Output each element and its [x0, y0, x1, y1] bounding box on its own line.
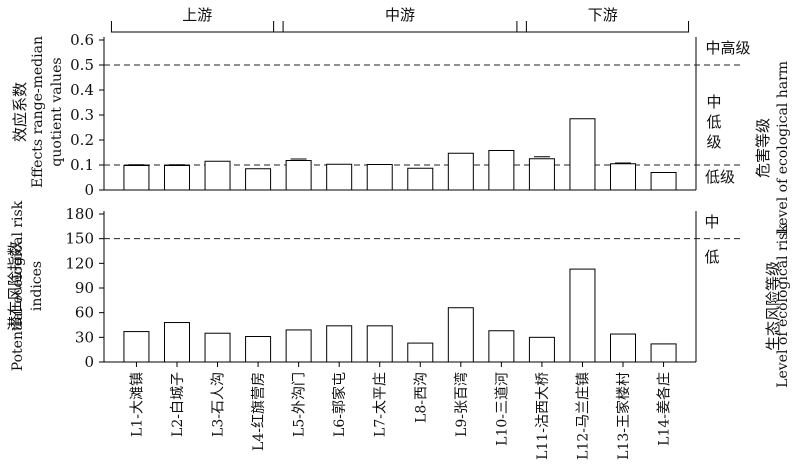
bottom-bar: [326, 325, 353, 363]
top-bar: [610, 163, 637, 191]
bottom-bar: [447, 307, 474, 363]
reach-bracket: [516, 21, 690, 33]
level-label-mid-low: 级: [706, 133, 721, 151]
bottom-bar: [650, 343, 677, 363]
top-bar: [488, 150, 515, 191]
top-bar: [366, 164, 393, 191]
bottom-y-tick-label: 180: [65, 205, 94, 223]
top-y-tick-label: 0.4: [70, 81, 94, 99]
top-bar: [245, 168, 272, 191]
bottom-ylabel-en-line1: Potential ecological risk: [10, 200, 26, 372]
reach-label: 上游: [182, 6, 212, 24]
level-label-mid-low: 低: [706, 113, 721, 131]
top-y-tick-label: 0.6: [70, 31, 94, 49]
x-tick-label: L4-红旗营房: [251, 372, 267, 451]
x-tick-label: L9-张百湾: [453, 372, 470, 437]
top-bar: [285, 160, 312, 191]
right-label-harm-cn: 危害等级: [754, 118, 772, 179]
bottom-bar: [610, 333, 637, 363]
x-tick-label: L6-郭家屯: [331, 372, 348, 437]
bottom-y-tick-label: 120: [65, 254, 94, 272]
top-y-tick-label: 0.1: [70, 156, 94, 174]
x-tick-label: L7-太平庄: [372, 372, 389, 437]
bottom-bar: [488, 330, 515, 363]
reach-bracket: [273, 21, 527, 33]
bottom-bar: [407, 342, 434, 363]
bottom-bar: [366, 325, 393, 363]
top-ylabel-en-line1: Effects range-median: [30, 36, 46, 188]
x-tick-label: L14-姜各庄: [656, 372, 673, 446]
bottom-bar: [569, 268, 596, 363]
bottom-bar: [163, 322, 190, 363]
level-label-risk-mid: 中: [704, 213, 719, 231]
top-bar: [326, 163, 353, 191]
bottom-y-tick-label: 0: [84, 353, 94, 371]
top-bar: [163, 165, 190, 191]
top-bar: [569, 118, 596, 191]
x-tick-label: L13-王家楼村: [615, 372, 632, 460]
x-tick-label: L11-沽西大桥: [535, 372, 551, 460]
level-label-mid-high: 中高级: [705, 39, 750, 57]
bottom-bar: [123, 331, 150, 363]
level-label-risk-low: 低: [704, 248, 719, 266]
bottom-bar: [528, 336, 555, 363]
x-tick-label: L10-三道河: [494, 372, 510, 446]
top-y-tick-label: 0: [84, 181, 94, 199]
level-label-low: 低级: [705, 168, 735, 186]
top-ylabel-en-line2: quotient values: [49, 57, 65, 167]
top-y-tick-label: 0.2: [70, 131, 94, 149]
top-bar: [447, 152, 474, 191]
x-tick-label: L12-马兰庄镇: [574, 372, 591, 460]
top-bar: [204, 160, 231, 191]
bottom-y-tick-label: 90: [75, 279, 94, 297]
bottom-ylabel-en-line2: indices: [29, 260, 45, 312]
bottom-y-tick-label: 60: [75, 304, 94, 322]
top-bar: [407, 167, 434, 191]
top-y-tick-label: 0.5: [70, 56, 94, 74]
x-tick-label: L3-石人沟: [211, 372, 227, 437]
x-tick-label: L1-大滩镇: [129, 372, 145, 437]
reach-bracket: [110, 21, 284, 33]
top-bar: [528, 158, 555, 191]
reach-label: 下游: [588, 6, 618, 24]
top-ylabel-cn: 效应系数: [11, 82, 29, 143]
level-label-mid-low: 中: [706, 93, 721, 111]
bottom-y-tick-label: 30: [75, 328, 94, 346]
x-tick-label: L8-西沟: [413, 372, 429, 423]
top-bar: [650, 172, 677, 191]
bottom-bar: [245, 336, 272, 363]
right-label-risk-en: Level of ecological risk: [775, 224, 791, 388]
bottom-bar: [204, 332, 231, 363]
top-y-tick-label: 0.3: [70, 106, 94, 124]
top-bar: [123, 165, 150, 191]
x-tick-label: L2-白城子: [170, 372, 186, 437]
bottom-y-tick-label: 150: [65, 230, 94, 248]
reach-label: 中游: [385, 6, 415, 24]
x-tick-label: L5-外沟门: [292, 372, 308, 437]
bottom-bar: [285, 329, 312, 363]
